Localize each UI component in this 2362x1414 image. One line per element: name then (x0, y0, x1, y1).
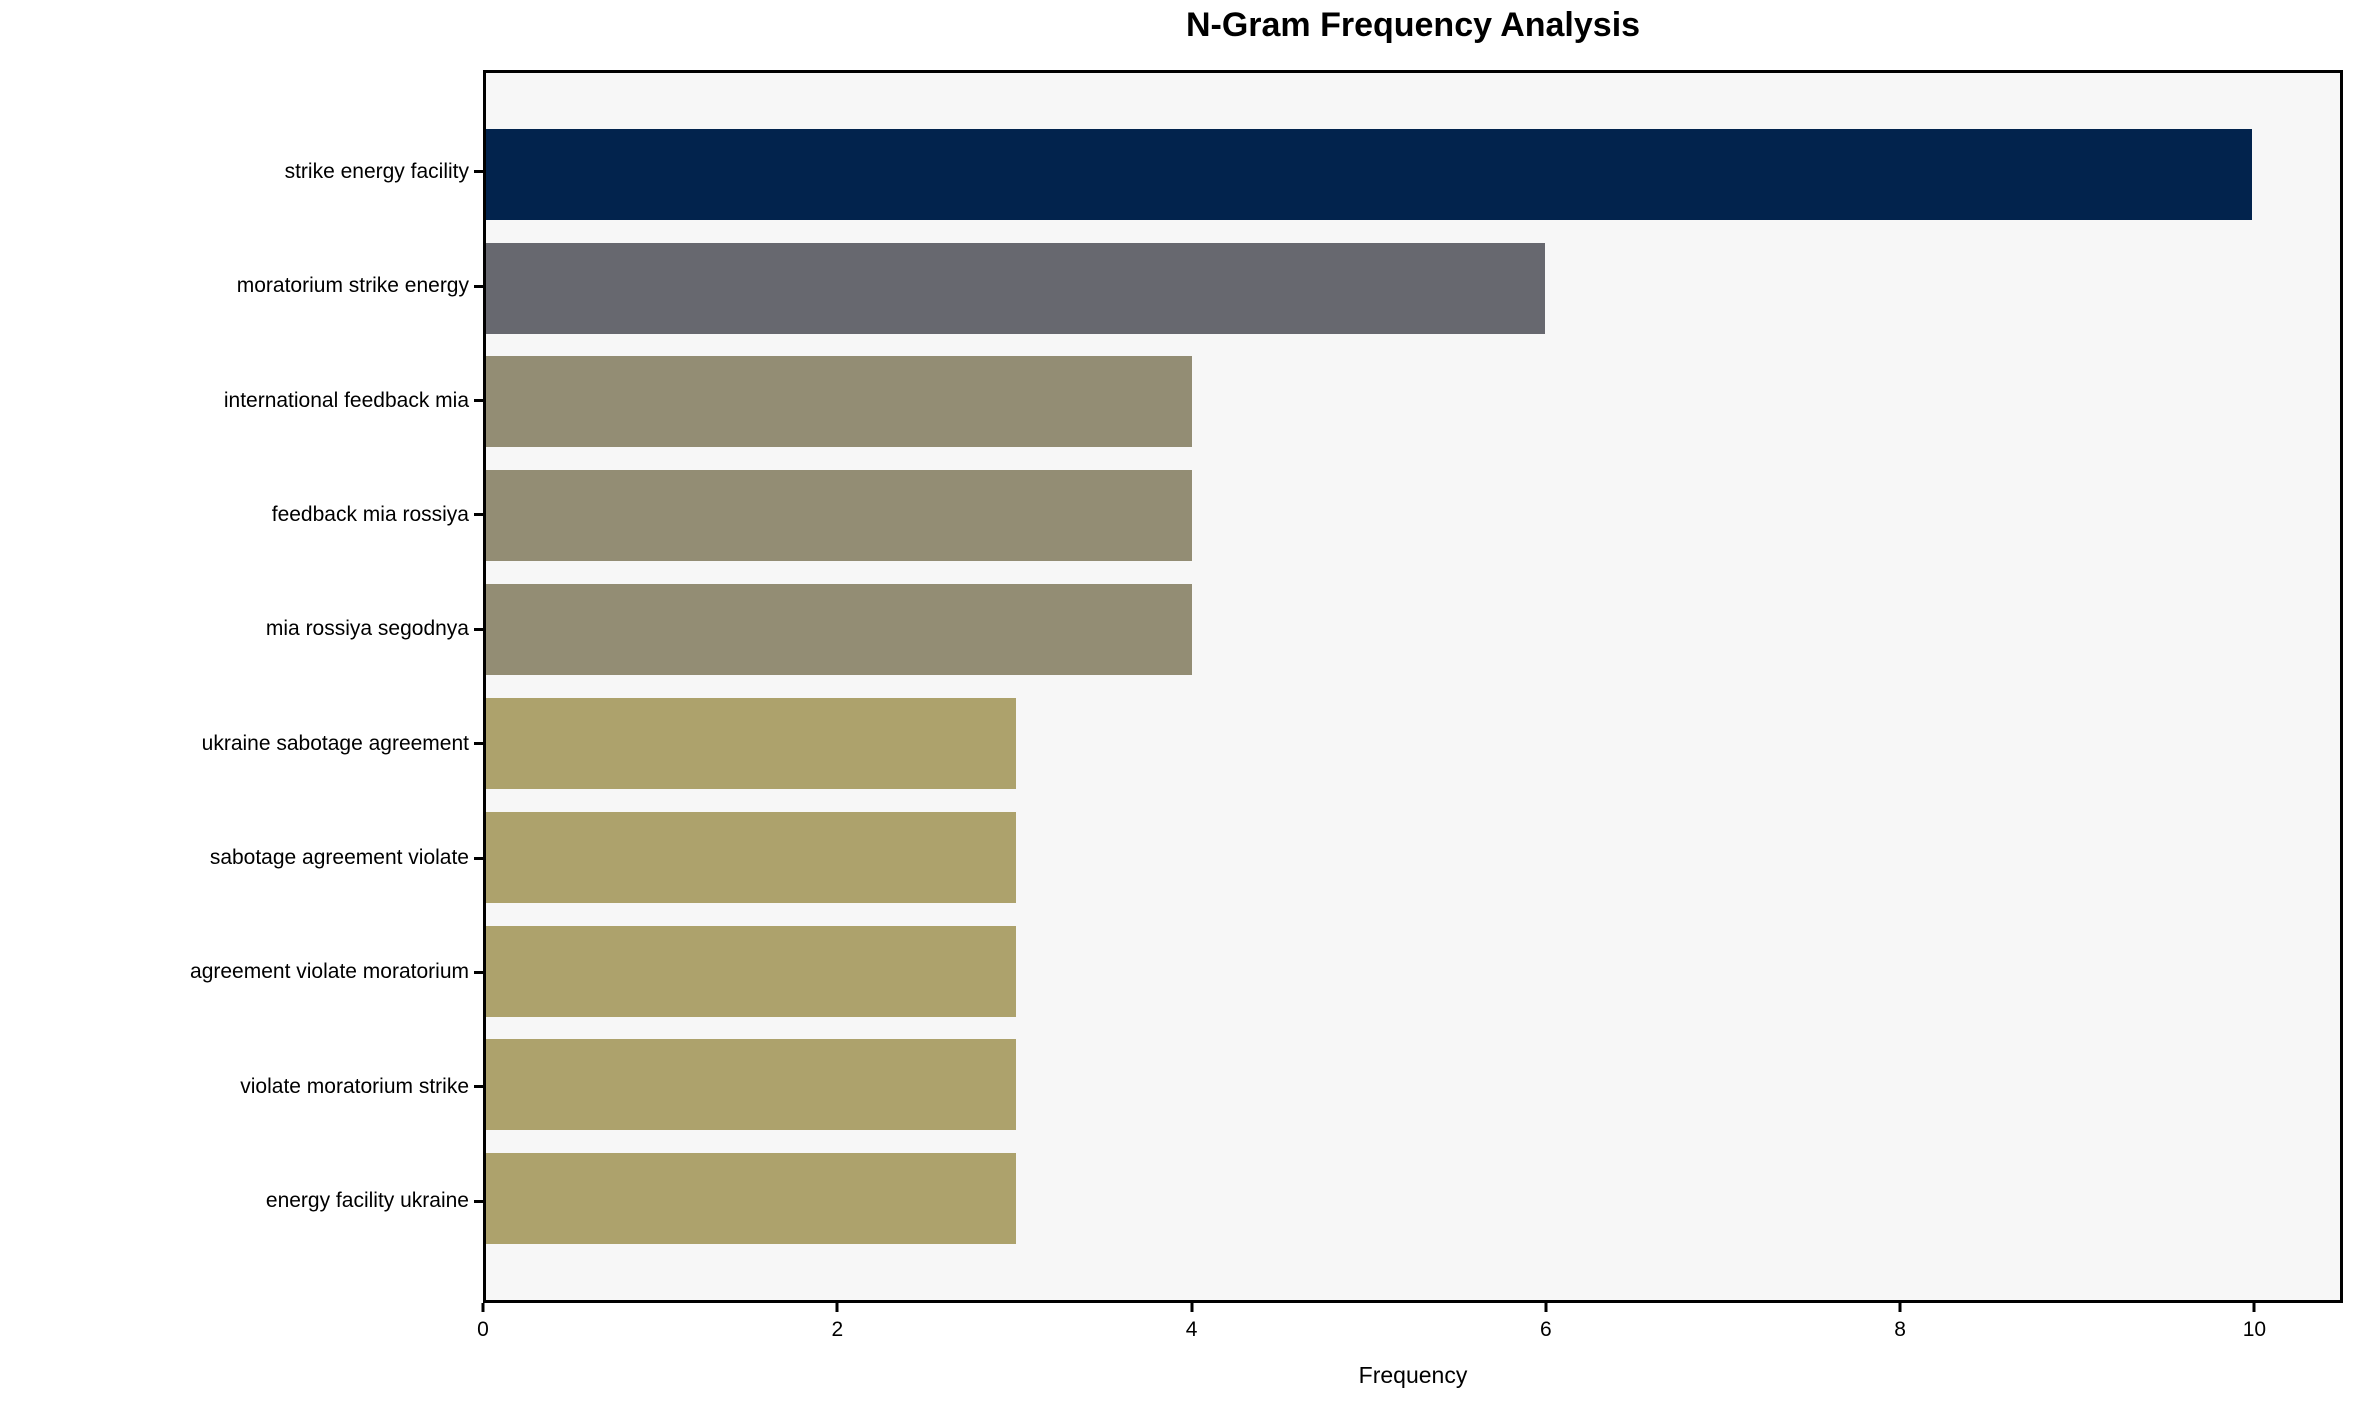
x-tick-mark (1544, 1303, 1548, 1312)
y-axis-label: strike energy facility (284, 159, 469, 183)
x-tick-label: 8 (1894, 1318, 1906, 1341)
y-axis-label: sabotage agreement violate (209, 846, 469, 870)
x-tick-mark (2252, 1303, 2256, 1312)
bar-feedback-mia-rossiya (486, 470, 1193, 562)
y-tick-mark (474, 1085, 483, 1089)
y-axis-label: energy facility ukraine (265, 1189, 469, 1213)
plot-area (483, 70, 2343, 1303)
y-axis-label: feedback mia rossiya (271, 502, 469, 526)
bar-mia-rossiya-segodnya (486, 584, 1193, 676)
y-tick-mark (474, 970, 483, 974)
y-tick-mark (474, 1199, 483, 1203)
x-axis-title: Frequency (1358, 1362, 1468, 1388)
y-axis-label: ukraine sabotage agreement (201, 731, 469, 755)
y-tick-mark (474, 627, 483, 631)
bar-ukraine-sabotage-agreement (486, 697, 1016, 789)
x-tick-mark (481, 1303, 485, 1312)
bar-agreement-violate-moratorium (486, 925, 1016, 1017)
x-tick-label: 4 (1185, 1318, 1198, 1341)
x-tick-label: 2 (831, 1318, 844, 1341)
bar-moratorium-strike-energy (486, 242, 1546, 334)
x-tick-mark (1190, 1303, 1194, 1312)
y-tick-mark (474, 399, 483, 403)
x-tick-mark (835, 1303, 839, 1312)
y-axis-label: agreement violate moratorium (190, 960, 469, 984)
y-tick-mark (474, 856, 483, 860)
y-axis-label: international feedback mia (223, 388, 469, 412)
x-tick-label: 6 (1540, 1318, 1552, 1341)
x-tick-label: 10 (2242, 1318, 2267, 1341)
y-axis-label: moratorium strike energy (236, 274, 469, 298)
x-tick-label: 0 (477, 1318, 489, 1341)
y-tick-mark (474, 513, 483, 517)
bar-international-feedback-mia (486, 356, 1193, 448)
y-axis-label: mia rossiya segodnya (265, 617, 469, 641)
bar-sabotage-agreement-violate (486, 811, 1016, 903)
y-tick-mark (474, 742, 483, 746)
bar-violate-moratorium-strike (486, 1039, 1016, 1131)
y-axis-label: violate moratorium strike (240, 1074, 469, 1098)
chart-title: N-Gram Frequency Analysis (1185, 6, 1641, 44)
bar-energy-facility-ukraine (486, 1153, 1016, 1245)
x-tick-mark (1898, 1303, 1902, 1312)
y-tick-mark (474, 284, 483, 288)
y-tick-mark (474, 170, 483, 174)
bar-strike-energy-facility (486, 128, 2252, 220)
